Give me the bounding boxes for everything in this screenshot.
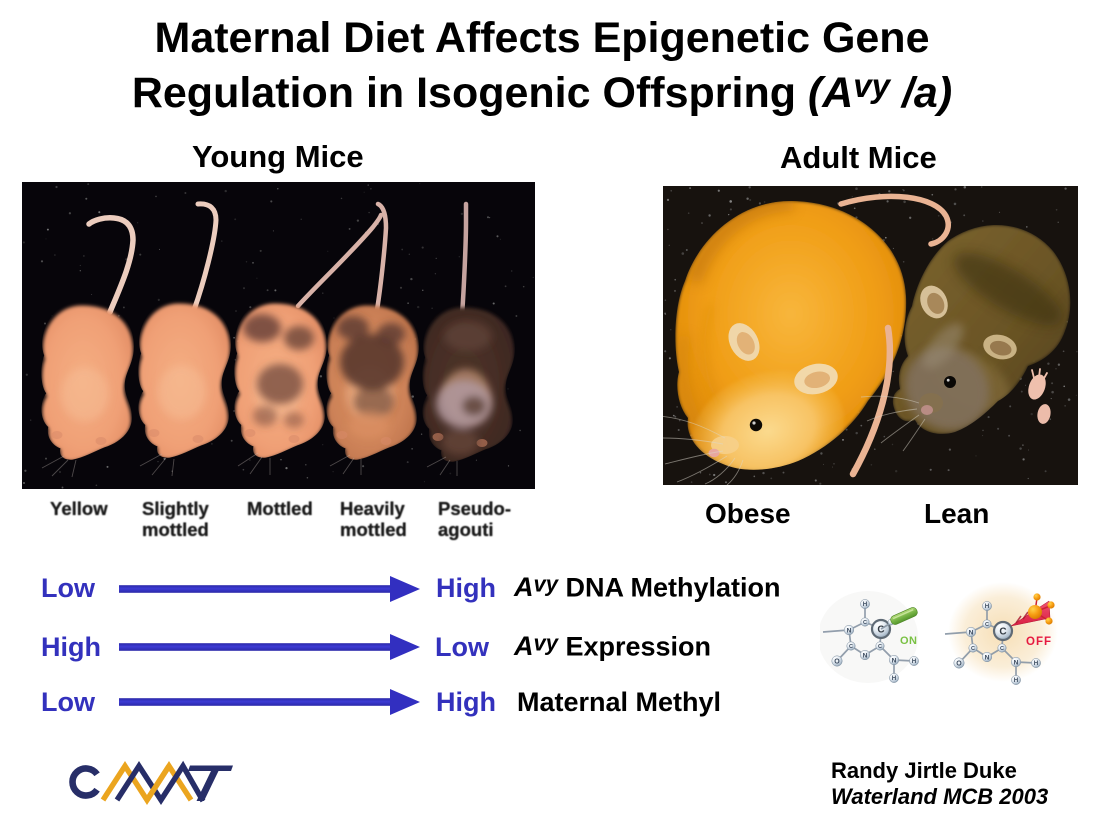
svg-text:ON: ON	[900, 635, 918, 647]
svg-text:OFF: OFF	[1026, 636, 1052, 648]
